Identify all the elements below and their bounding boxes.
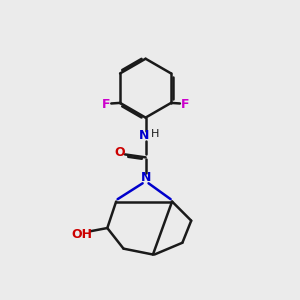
Text: OH: OH — [71, 228, 92, 241]
Text: F: F — [101, 98, 110, 111]
Text: N: N — [140, 172, 151, 184]
Text: F: F — [181, 98, 190, 111]
Text: O: O — [114, 146, 125, 159]
Text: H: H — [151, 129, 159, 140]
Text: N: N — [139, 129, 149, 142]
